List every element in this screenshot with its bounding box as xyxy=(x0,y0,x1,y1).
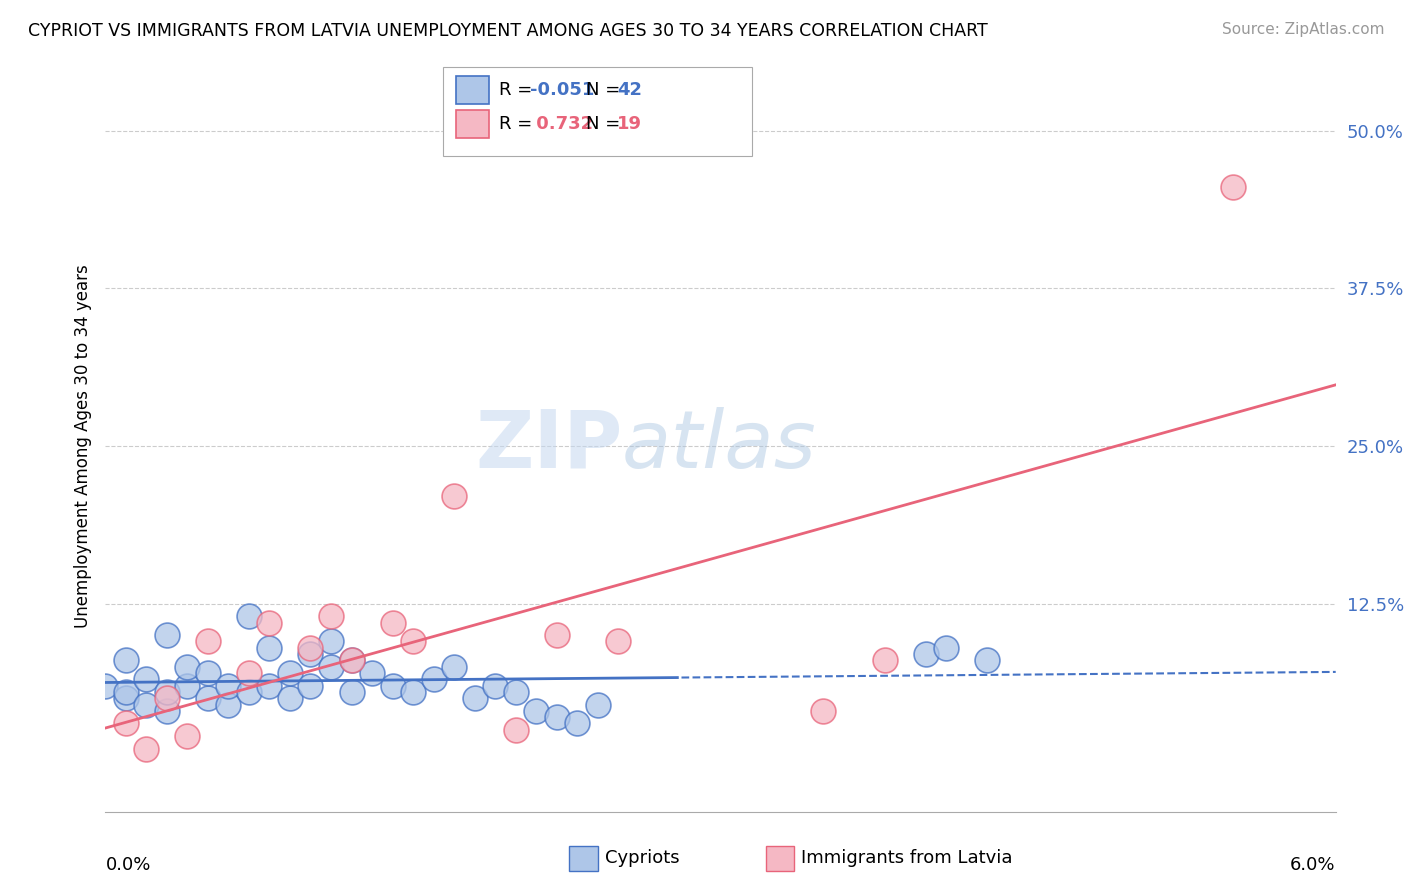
Point xyxy=(299,679,322,693)
Point xyxy=(505,685,527,699)
Point xyxy=(361,665,384,680)
Point xyxy=(156,704,179,718)
Point xyxy=(238,665,260,680)
Point xyxy=(340,653,363,667)
Point xyxy=(381,615,404,630)
Point xyxy=(299,647,322,661)
Point xyxy=(259,640,281,655)
Point xyxy=(565,716,588,731)
Point xyxy=(546,628,568,642)
Point xyxy=(443,659,465,673)
Point xyxy=(197,665,219,680)
Text: R =: R = xyxy=(499,81,538,99)
Point xyxy=(176,679,198,693)
Point xyxy=(176,729,198,743)
Text: Cypriots: Cypriots xyxy=(605,849,679,867)
Point xyxy=(402,634,425,648)
Text: Source: ZipAtlas.com: Source: ZipAtlas.com xyxy=(1222,22,1385,37)
Text: -0.051: -0.051 xyxy=(530,81,595,99)
Text: N =: N = xyxy=(586,115,626,133)
Text: Immigrants from Latvia: Immigrants from Latvia xyxy=(801,849,1012,867)
Point xyxy=(259,615,281,630)
Point xyxy=(197,691,219,706)
Text: 19: 19 xyxy=(617,115,643,133)
Point xyxy=(402,685,425,699)
Point xyxy=(278,691,301,706)
Point xyxy=(135,741,157,756)
Point xyxy=(278,665,301,680)
Point xyxy=(484,679,506,693)
Y-axis label: Unemployment Among Ages 30 to 34 years: Unemployment Among Ages 30 to 34 years xyxy=(73,264,91,628)
Point xyxy=(319,609,342,624)
Point xyxy=(505,723,527,737)
Point xyxy=(607,634,630,648)
Point xyxy=(914,647,936,661)
Point xyxy=(238,685,260,699)
Point xyxy=(259,679,281,693)
Point xyxy=(135,698,157,712)
Text: N =: N = xyxy=(586,81,626,99)
Point xyxy=(238,609,260,624)
Point xyxy=(218,679,240,693)
Point xyxy=(976,653,998,667)
Point xyxy=(524,704,547,718)
Point xyxy=(443,490,465,504)
Point xyxy=(299,640,322,655)
Point xyxy=(156,691,179,706)
Point xyxy=(319,634,342,648)
Point xyxy=(94,679,117,693)
Text: 42: 42 xyxy=(617,81,643,99)
Text: atlas: atlas xyxy=(621,407,817,485)
Point xyxy=(115,653,138,667)
Point xyxy=(115,716,138,731)
Point xyxy=(422,673,444,687)
Text: ZIP: ZIP xyxy=(475,407,621,485)
Point xyxy=(340,685,363,699)
Text: 6.0%: 6.0% xyxy=(1291,855,1336,874)
Text: 0.0%: 0.0% xyxy=(105,855,150,874)
Point xyxy=(546,710,568,724)
Point xyxy=(156,685,179,699)
Point xyxy=(340,653,363,667)
Text: 0.732: 0.732 xyxy=(530,115,593,133)
Point xyxy=(811,704,834,718)
Point xyxy=(156,628,179,642)
Point xyxy=(586,698,609,712)
Point xyxy=(135,673,157,687)
Point xyxy=(935,640,957,655)
Point xyxy=(873,653,896,667)
Point xyxy=(176,659,198,673)
Text: CYPRIOT VS IMMIGRANTS FROM LATVIA UNEMPLOYMENT AMONG AGES 30 TO 34 YEARS CORRELA: CYPRIOT VS IMMIGRANTS FROM LATVIA UNEMPL… xyxy=(28,22,988,40)
Point xyxy=(464,691,486,706)
Point xyxy=(218,698,240,712)
Point xyxy=(115,691,138,706)
Point xyxy=(381,679,404,693)
Text: R =: R = xyxy=(499,115,538,133)
Point xyxy=(319,659,342,673)
Point xyxy=(197,634,219,648)
Point xyxy=(115,685,138,699)
Point xyxy=(1222,180,1244,194)
